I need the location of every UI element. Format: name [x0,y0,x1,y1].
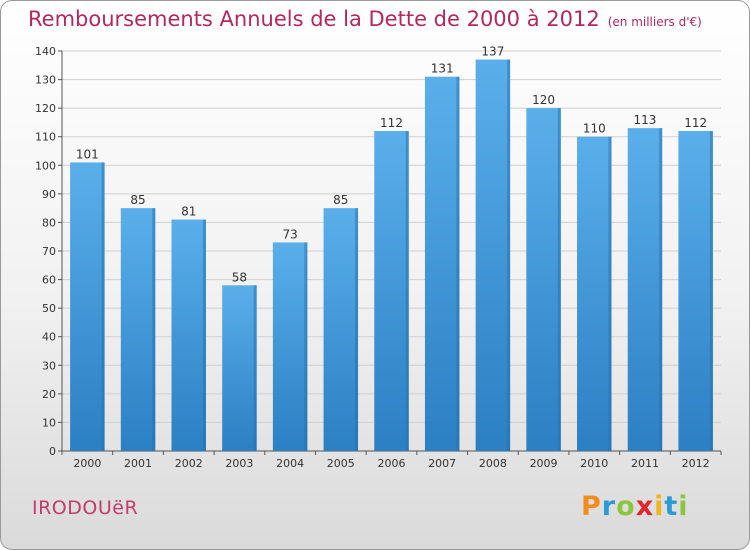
bar [272,242,308,451]
x-tick-label: 2009 [530,457,558,470]
logo-letter: o [616,491,636,522]
y-tick-label: 100 [35,159,56,172]
bar-shade [304,242,308,451]
x-tick-label: 2004 [276,457,304,470]
logo-letter: i [654,491,665,522]
bar [627,128,663,451]
bar [70,162,105,451]
y-tick-label: 50 [42,302,56,315]
bar-shade [405,131,409,451]
bar-shade [101,162,105,451]
y-tick-label: 140 [35,45,56,58]
data-label: 113 [634,113,657,127]
bar-shade [152,208,156,451]
x-tick-label: 2005 [327,457,355,470]
bar-shade [202,219,206,451]
x-tick-label: 2007 [428,457,456,470]
bar [374,131,409,451]
y-tick-label: 130 [35,74,56,87]
commune-name: IRODOUëR [32,497,139,519]
bar-shade [253,285,257,451]
chart-title: Remboursements Annuels de la Dette de 20… [28,7,702,31]
bar [323,208,359,451]
bar-shade [659,128,663,451]
bar-shade [557,108,561,452]
y-tick-label: 0 [49,445,56,458]
data-label: 58 [232,270,247,284]
y-tick-label: 110 [35,131,56,144]
x-tick-label: 2011 [631,457,659,470]
data-label: 120 [532,93,555,107]
bar [475,59,511,451]
x-tick-label: 2000 [73,457,101,470]
logo-letter: i [678,491,689,522]
bar-shade [608,136,612,451]
bar-shade [355,208,359,451]
data-label: 73 [282,227,297,241]
data-label: 112 [684,116,707,130]
data-label: 131 [431,62,454,76]
x-tick-label: 2002 [175,457,203,470]
y-tick-label: 80 [42,216,56,229]
data-label: 112 [380,116,403,130]
data-label: 85 [333,193,348,207]
y-tick-label: 40 [42,331,56,344]
x-tick-label: 2012 [682,457,710,470]
y-tick-label: 20 [42,388,56,401]
data-label: 85 [130,193,145,207]
bar-shade [507,59,511,451]
y-tick-label: 60 [42,274,56,287]
data-label: 81 [181,205,196,219]
logo-letter: x [635,491,655,522]
logo-letter: r [601,491,617,522]
x-tick-label: 2008 [479,457,507,470]
y-tick-label: 10 [42,416,56,429]
logo-letter: P [581,491,602,522]
x-tick-label: 2003 [225,457,253,470]
y-tick-label: 70 [42,245,56,258]
x-tick-label: 2001 [124,457,152,470]
bar [222,285,257,451]
chart-title-text: Remboursements Annuels de la Dette de 20… [28,7,600,31]
bar [120,208,156,451]
x-tick-label: 2010 [580,457,608,470]
proxiti-logo: Proxiti [581,491,689,522]
logo-letter: t [664,491,679,522]
bar-shade [709,131,713,451]
y-tick-label: 90 [42,188,56,201]
data-label: 110 [583,122,606,136]
y-tick-label: 30 [42,359,56,372]
data-label: 137 [481,45,504,59]
bar [678,131,713,451]
bar [526,108,561,452]
bar-shade [456,76,460,451]
data-label: 101 [76,147,99,161]
chart-unit: (en milliers d'€) [607,15,702,29]
bar [171,219,206,451]
y-tick-label: 120 [35,102,56,115]
bar [424,76,460,451]
x-tick-label: 2006 [378,457,406,470]
bar [577,136,612,451]
